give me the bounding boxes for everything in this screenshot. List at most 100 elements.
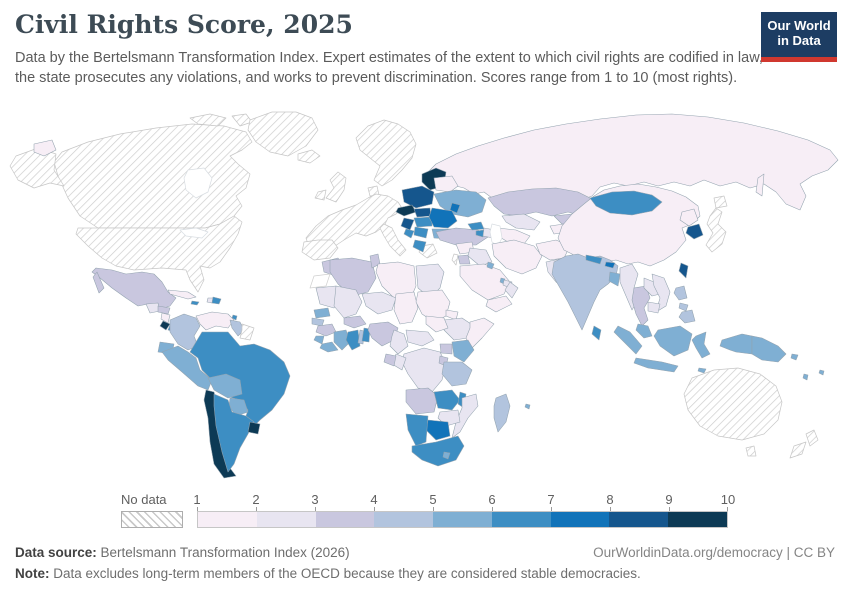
country-colombia[interactable] — [169, 313, 201, 351]
owid-link[interactable]: OurWorldinData.org/democracy | CC BY — [593, 545, 835, 560]
legend-bin-4-5[interactable] — [374, 512, 434, 527]
country-vietnam[interactable] — [651, 273, 671, 313]
country-indonesia[interactable] — [653, 325, 693, 357]
country-indonesia[interactable] — [691, 331, 711, 359]
country-dominican-republic[interactable] — [211, 296, 222, 305]
country-tanzania[interactable] — [441, 361, 473, 387]
country-western-sahara[interactable] — [309, 273, 331, 289]
country-papua-new-guinea[interactable] — [751, 335, 787, 363]
country-australia[interactable] — [683, 367, 783, 441]
country-malaysia[interactable] — [635, 323, 653, 339]
country-fiji[interactable] — [818, 369, 825, 376]
country-bangladesh[interactable] — [608, 271, 621, 287]
country-oman[interactable] — [504, 281, 519, 299]
country-bosnia[interactable] — [403, 228, 415, 239]
country-bolivia[interactable] — [207, 373, 243, 399]
country-turkey[interactable] — [435, 227, 489, 246]
country-new-zealand[interactable] — [805, 429, 819, 447]
country-central-african-republic[interactable] — [405, 329, 435, 347]
legend-no-data[interactable]: No data — [121, 493, 183, 528]
country-united-kingdom[interactable] — [325, 171, 347, 203]
country-russia[interactable] — [33, 139, 57, 157]
country-japan[interactable] — [705, 207, 727, 253]
country-czechia[interactable] — [395, 204, 417, 217]
country-suriname[interactable] — [239, 323, 255, 341]
country-sierra-leone[interactable] — [313, 335, 325, 345]
country-cambodia[interactable] — [647, 301, 661, 314]
country-kuwait[interactable] — [486, 261, 495, 270]
country-greenland[interactable] — [247, 111, 319, 157]
legend-bin-7-8[interactable] — [550, 512, 610, 527]
owid-logo[interactable]: Our World in Data — [761, 12, 837, 62]
country-bhutan[interactable] — [604, 261, 616, 269]
country-zambia[interactable] — [433, 389, 461, 411]
no-data-swatch[interactable] — [121, 511, 183, 528]
country-indonesia[interactable] — [613, 325, 643, 355]
country-south-korea[interactable] — [685, 223, 704, 240]
country-thailand[interactable] — [631, 285, 651, 327]
country-philippines[interactable] — [673, 285, 688, 301]
country-uganda[interactable] — [439, 343, 453, 355]
country-namibia[interactable] — [405, 413, 429, 447]
country-madagascar[interactable] — [493, 393, 511, 433]
country-laos[interactable] — [643, 277, 661, 297]
country-timor[interactable] — [697, 367, 707, 374]
country-north-korea[interactable] — [679, 208, 699, 227]
country-gambia[interactable] — [311, 317, 325, 327]
country-mexico[interactable] — [92, 271, 105, 294]
country-venezuela[interactable] — [195, 311, 235, 331]
country-trinidad[interactable] — [231, 314, 238, 321]
legend-bin-6-7[interactable] — [491, 512, 551, 527]
legend-bin-8-9[interactable] — [609, 512, 669, 527]
country-mongolia[interactable] — [589, 190, 663, 216]
country-serbia[interactable] — [413, 226, 429, 239]
country-chad[interactable] — [393, 291, 419, 325]
world-map[interactable] — [0, 104, 850, 490]
country-honduras[interactable] — [157, 305, 171, 315]
country-cuba[interactable] — [167, 289, 197, 300]
country-nicaragua[interactable] — [160, 312, 171, 324]
country-croatia[interactable] — [400, 217, 415, 231]
country-algeria[interactable] — [329, 257, 377, 297]
country-nepal[interactable] — [585, 254, 603, 265]
country-belarus[interactable] — [433, 175, 459, 193]
country-indonesia[interactable] — [719, 333, 753, 355]
legend-bin-3-4[interactable] — [315, 512, 375, 527]
country-argentina[interactable] — [213, 393, 255, 473]
country-gabon[interactable] — [383, 353, 397, 367]
country-yemen[interactable] — [485, 295, 513, 313]
country-mali[interactable] — [333, 285, 363, 319]
country-egypt[interactable] — [415, 263, 445, 299]
country-georgia[interactable] — [467, 221, 485, 231]
legend-bin-5-6[interactable] — [433, 512, 492, 527]
country-romania[interactable] — [428, 207, 458, 229]
country-burkina-faso[interactable] — [343, 315, 367, 329]
country-russia[interactable] — [755, 173, 765, 197]
country-iberia[interactable] — [301, 239, 339, 261]
country-new-zealand[interactable] — [789, 441, 807, 459]
country-japan[interactable] — [713, 195, 728, 209]
country-poland[interactable] — [401, 185, 435, 209]
country-hungary[interactable] — [413, 216, 433, 228]
country-uruguay[interactable] — [247, 421, 261, 435]
country-iran[interactable] — [491, 239, 543, 275]
country-slovakia[interactable] — [413, 207, 432, 218]
country-scandinavia[interactable] — [355, 119, 417, 187]
country-philippines[interactable] — [678, 302, 689, 312]
country-moldova[interactable] — [449, 202, 461, 214]
country-mauritius[interactable] — [524, 403, 531, 410]
country-vanuatu[interactable] — [802, 373, 809, 381]
country-australia[interactable] — [745, 445, 757, 457]
country-benin[interactable] — [361, 327, 371, 343]
country-liberia[interactable] — [319, 341, 339, 353]
country-south-africa[interactable] — [411, 435, 465, 467]
country-guinea[interactable] — [315, 323, 337, 337]
legend-bin-9-10[interactable] — [668, 512, 728, 527]
country-ireland[interactable] — [314, 189, 327, 201]
country-indonesia[interactable] — [633, 357, 679, 373]
country-south-sudan[interactable] — [425, 315, 449, 333]
country-somalia[interactable] — [465, 317, 495, 351]
country-mozambique[interactable] — [451, 393, 479, 439]
country-philippines[interactable] — [678, 309, 696, 324]
legend-bin-1-2[interactable] — [198, 512, 257, 527]
